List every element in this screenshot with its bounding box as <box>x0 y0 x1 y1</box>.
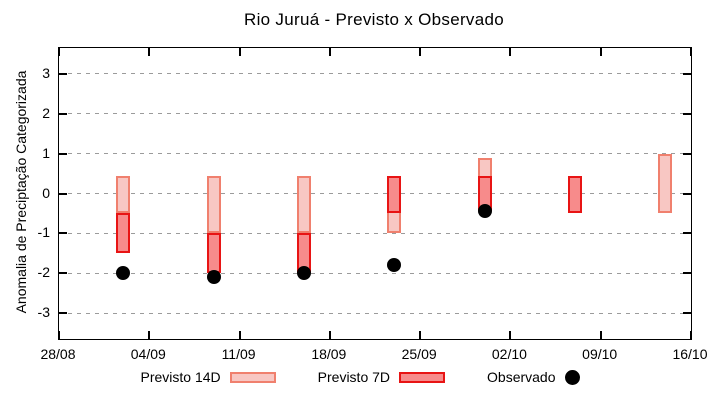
y-tick-mark-right <box>683 72 691 75</box>
bar-previsto-7d <box>387 175 402 214</box>
y-tick-mark-right <box>683 192 691 195</box>
observado-dot <box>387 258 402 273</box>
observado-dot <box>206 270 221 285</box>
x-tick-mark-bottom <box>328 331 331 339</box>
legend-item-previsto-14d: Previsto 14D <box>141 369 276 385</box>
x-tick-mark-bottom <box>148 331 151 339</box>
chart-title: Rio Juruá - Previsto x Observado <box>244 10 504 29</box>
legend-label-previsto-14d: Previsto 14D <box>140 369 221 385</box>
x-tick-mark-top <box>509 48 512 56</box>
y-tick-mark-right <box>683 272 691 275</box>
y-tick-mark-right <box>683 232 691 235</box>
y-tick-label: 3 <box>42 64 50 81</box>
x-tick-mark-bottom <box>509 331 512 339</box>
y-tick-label: 2 <box>42 104 50 121</box>
gridline <box>59 272 691 274</box>
bar-previsto-14d <box>206 175 221 234</box>
x-tick-mark-bottom <box>690 331 692 339</box>
gridline <box>59 73 691 75</box>
y-tick-mark-left <box>59 152 67 155</box>
x-tick-label: 18/09 <box>311 346 347 362</box>
gridline <box>59 153 691 155</box>
bar-previsto-7d <box>567 175 582 214</box>
x-tick-label: 28/08 <box>40 346 76 362</box>
legend-item-previsto-7d: Previsto 7D <box>317 369 446 385</box>
y-tick-label: 0 <box>42 184 50 201</box>
y-tick-mark-left <box>59 272 67 275</box>
x-tick-mark-top <box>599 48 602 56</box>
observado-dot <box>477 204 492 219</box>
legend-swatch-previsto-7d-icon <box>399 371 446 383</box>
bar-previsto-14d <box>658 153 673 214</box>
gridline <box>59 232 691 234</box>
y-tick-mark-left <box>59 192 67 195</box>
y-tick-label: -3 <box>37 304 50 321</box>
bar-previsto-14d <box>297 175 312 234</box>
x-tick-mark-top <box>419 48 422 56</box>
x-tick-mark-bottom <box>238 331 241 339</box>
x-tick-label: 11/09 <box>221 346 256 362</box>
y-tick-mark-right <box>683 312 691 315</box>
x-tick-label: 09/10 <box>582 346 618 362</box>
y-tick-label: 1 <box>42 144 50 161</box>
legend-swatch-previsto-14d-icon <box>229 371 276 383</box>
x-tick-mark-top <box>58 48 60 56</box>
x-tick-mark-bottom <box>58 331 60 339</box>
y-tick-mark-left <box>59 232 67 235</box>
bar-previsto-7d <box>206 233 221 274</box>
y-tick-label: -1 <box>37 224 50 241</box>
x-tick-label: 16/10 <box>672 346 708 362</box>
bar-previsto-7d <box>116 213 131 254</box>
observado-dot <box>116 266 131 281</box>
x-tick-label: 25/09 <box>401 346 437 362</box>
y-tick-mark-left <box>59 72 67 75</box>
legend: Previsto 14D Previsto 7D Observado <box>0 369 720 385</box>
y-tick-mark-left <box>59 112 67 115</box>
legend-label-previsto-7d: Previsto 7D <box>317 369 391 385</box>
x-tick-mark-top <box>238 48 241 56</box>
legend-item-observado: Observado <box>487 369 580 385</box>
gridline <box>59 193 691 194</box>
y-tick-label: -2 <box>37 264 50 281</box>
gridline <box>59 312 691 314</box>
y-tick-mark-left <box>59 312 67 315</box>
plot-area <box>58 47 692 340</box>
y-tick-mark-right <box>683 112 691 115</box>
x-tick-label: 02/10 <box>491 346 527 362</box>
x-tick-label: 04/09 <box>130 346 166 362</box>
legend-label-observado: Observado <box>487 369 556 385</box>
x-tick-mark-top <box>690 48 692 56</box>
y-tick-mark-right <box>683 152 691 155</box>
legend-observado-dot-icon <box>564 369 580 385</box>
observado-dot <box>297 266 312 281</box>
gridline <box>59 113 691 115</box>
x-tick-mark-top <box>148 48 151 56</box>
x-tick-mark-bottom <box>599 331 602 339</box>
bar-previsto-14d <box>116 175 131 214</box>
x-tick-mark-bottom <box>419 331 422 339</box>
x-tick-mark-top <box>328 48 331 56</box>
